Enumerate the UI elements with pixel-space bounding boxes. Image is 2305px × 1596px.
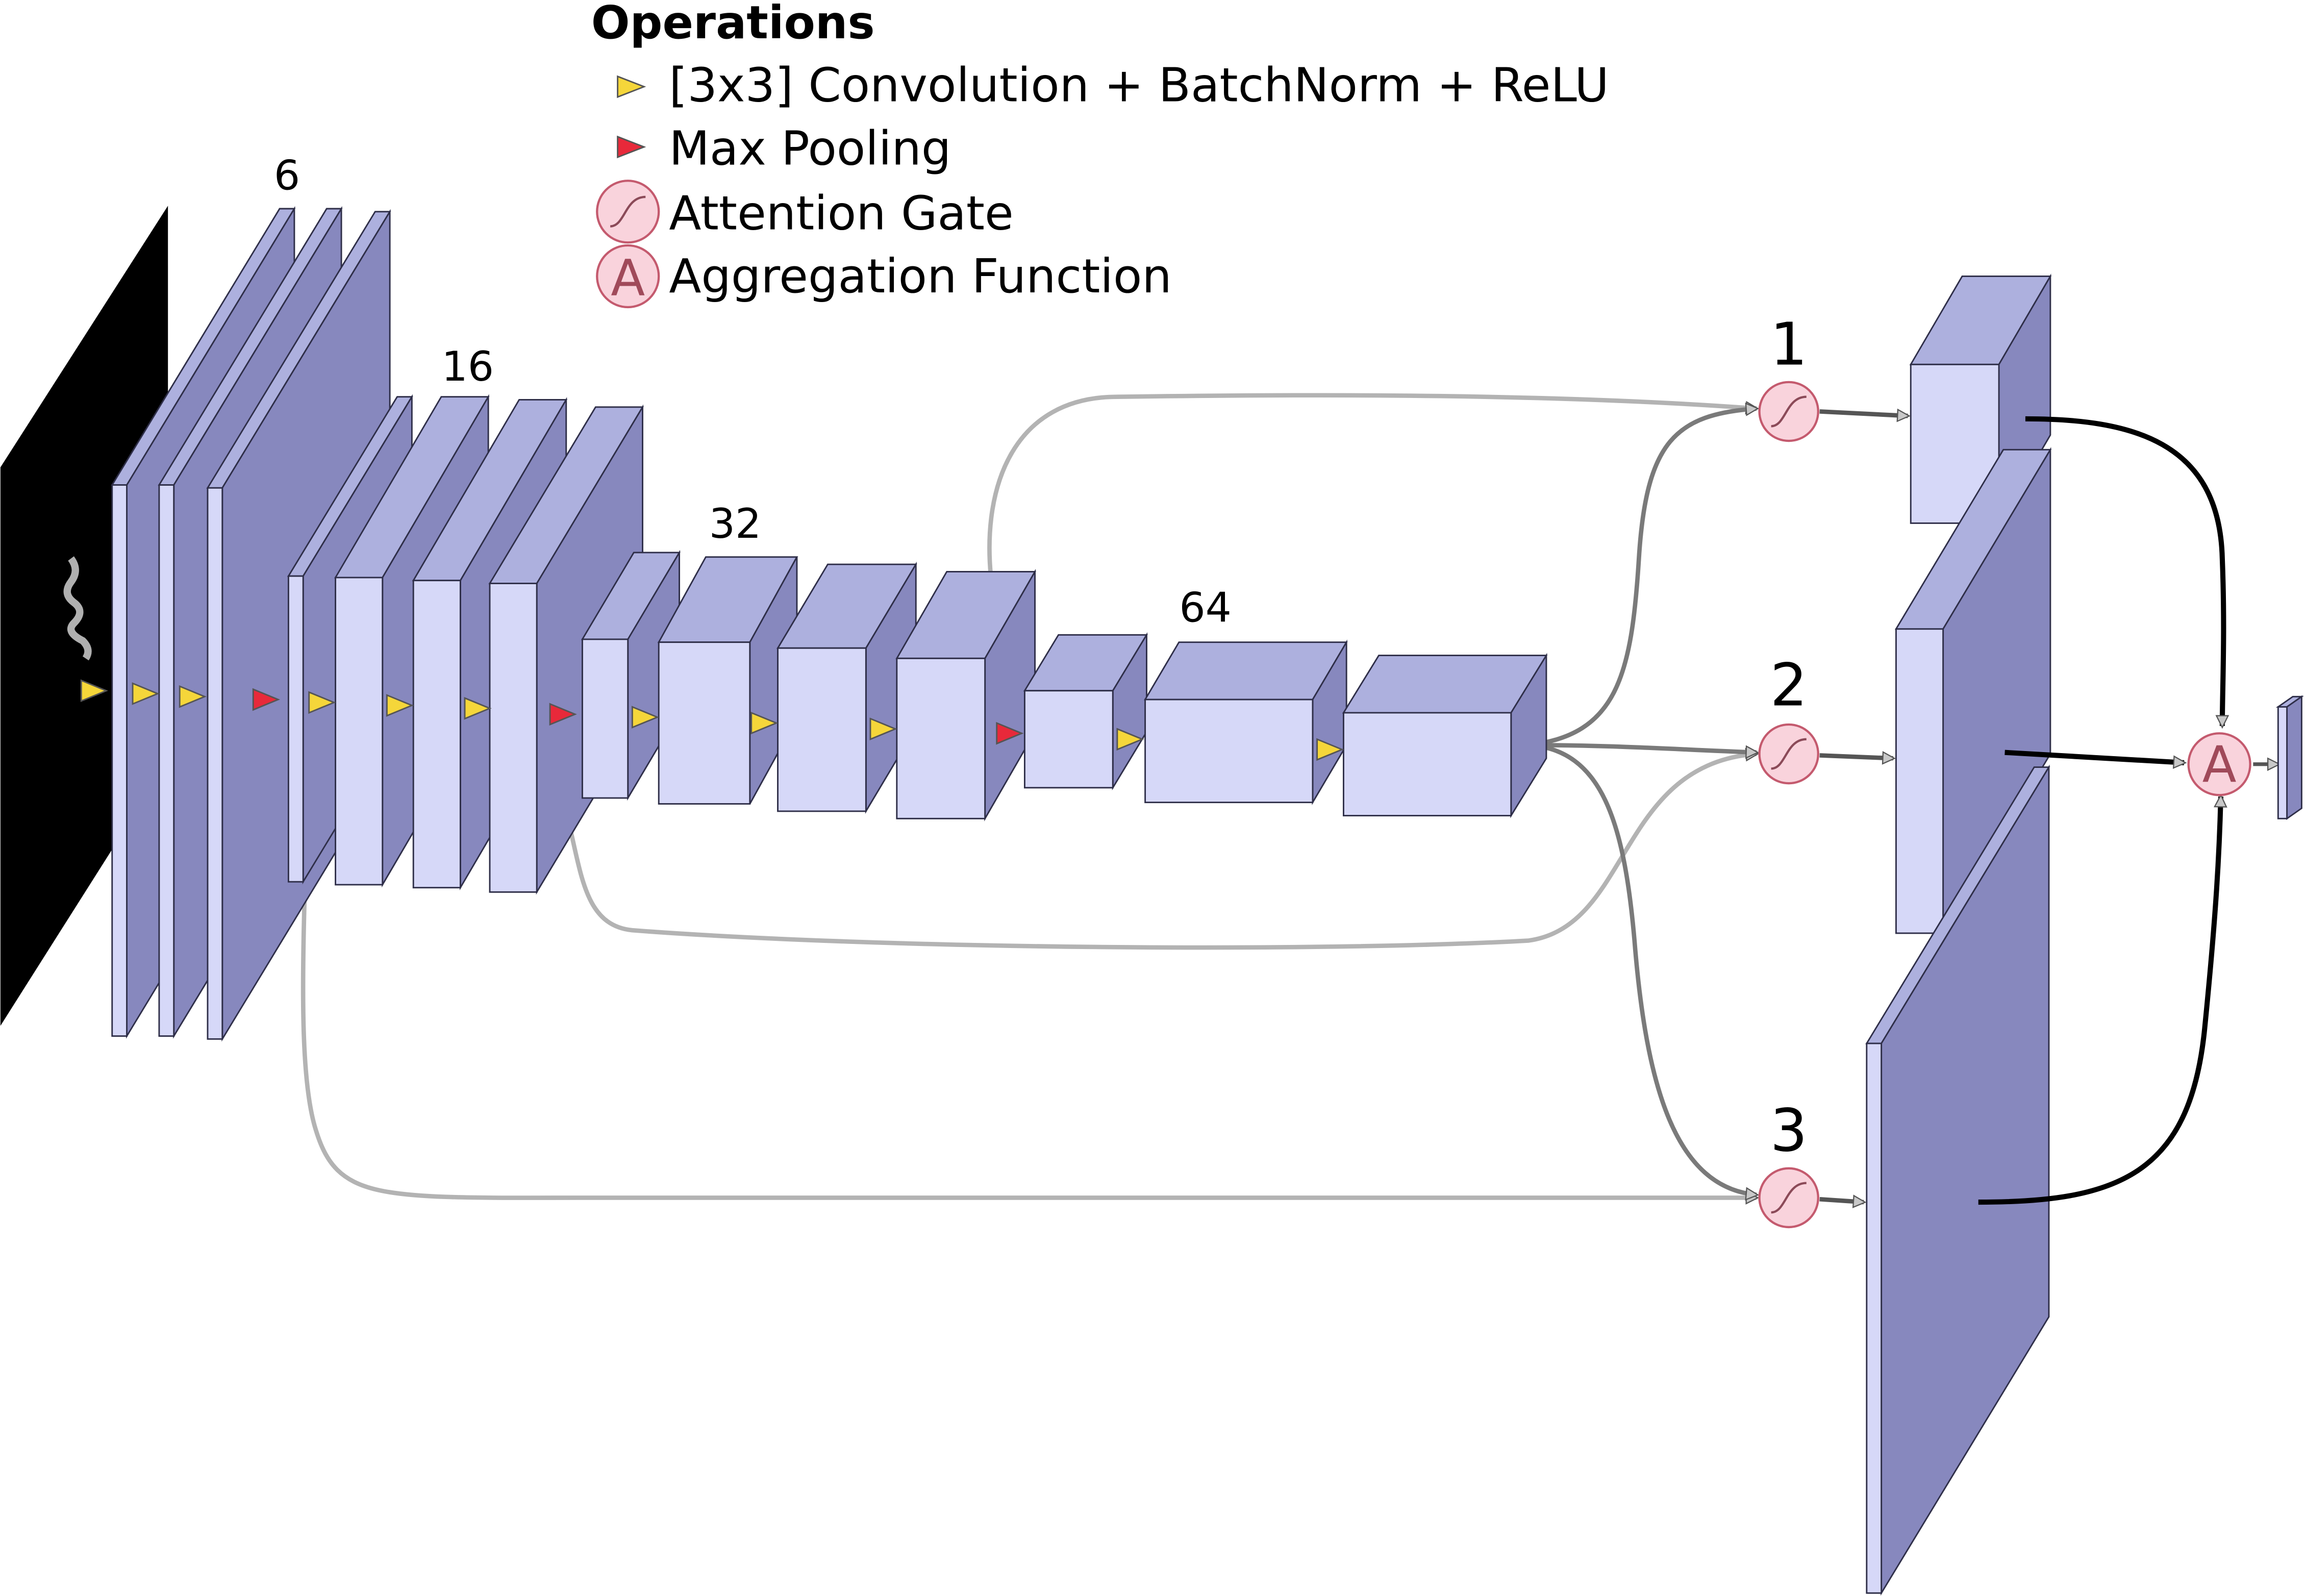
encoder-block-16-pool-front-face bbox=[288, 576, 303, 882]
encoder-block-6-b-front-face bbox=[159, 485, 174, 1036]
attention-gate-1 bbox=[1760, 382, 1818, 441]
bottleneck-block-64-pool-front-face bbox=[1024, 691, 1113, 788]
encoder-block-16-a-front-face bbox=[336, 578, 383, 885]
bottleneck-block-64-a-front-face bbox=[1145, 700, 1313, 803]
decoder-block-gate-2-front-face bbox=[1896, 629, 1943, 933]
bottleneck-block-64-a-top-face bbox=[1145, 642, 1347, 700]
aggregation-icon-glyph: A bbox=[611, 250, 645, 308]
encoder-block-32-c bbox=[897, 571, 1035, 818]
gating-signal-to-gate-1 bbox=[1529, 409, 1756, 745]
encoder-block-32-pool-front-face bbox=[582, 639, 628, 798]
attention-gate-3 bbox=[1760, 1168, 1818, 1227]
channel-label-16: 16 bbox=[441, 343, 494, 391]
attention-gate-icon bbox=[597, 181, 659, 242]
encoder-block-16-c-front-face bbox=[490, 583, 537, 892]
output-block bbox=[2278, 696, 2301, 818]
bottleneck-block-64-a bbox=[1145, 642, 1347, 803]
gate-label-3: 3 bbox=[1770, 1096, 1808, 1165]
legend-title: Operations bbox=[591, 0, 875, 49]
attention-gate-2 bbox=[1760, 725, 1818, 783]
decoder-block-gate-3-front-face bbox=[1867, 1043, 1882, 1593]
encoder-block-6-c-front-face bbox=[208, 488, 222, 1039]
gate-label-2: 2 bbox=[1770, 652, 1808, 720]
legend-item-max-pooling: Max Pooling bbox=[669, 121, 951, 176]
channel-label-64: 64 bbox=[1179, 584, 1232, 632]
channel-label-32: 32 bbox=[709, 500, 762, 548]
encoder-block-32-c-front-face bbox=[897, 658, 985, 818]
bottleneck-block-64-b bbox=[1343, 656, 1546, 816]
legend-item-aggregation-function: Aggregation Function bbox=[669, 248, 1171, 304]
legend-item-attention-gate: Attention Gate bbox=[669, 185, 1013, 240]
encoder-block-32-b-front-face bbox=[778, 648, 866, 811]
encoder-block-6-a-front-face bbox=[112, 485, 127, 1036]
legend: Operations [3x3] Convolution + BatchNorm… bbox=[591, 0, 1609, 308]
channel-label-6: 6 bbox=[274, 152, 300, 200]
bottleneck-block-64-b-front-face bbox=[1343, 713, 1511, 816]
encoder-block-32-a-front-face bbox=[659, 642, 750, 804]
aggregation-glyph: A bbox=[2202, 736, 2237, 794]
aggregation-node: A bbox=[2189, 733, 2250, 795]
skip-connection-to-gate-3 bbox=[303, 896, 1757, 1198]
aggregation-icon: A bbox=[597, 245, 659, 308]
legend-item-convolution: [3x3] Convolution + BatchNorm + ReLU bbox=[669, 58, 1609, 113]
encoder-block-32-b bbox=[778, 564, 916, 811]
gating-signal-to-gate-3 bbox=[1529, 745, 1756, 1194]
gate-label-1: 1 bbox=[1770, 310, 1808, 379]
conv-triangle-icon bbox=[618, 77, 644, 97]
bottleneck-block-64-pool bbox=[1024, 635, 1146, 788]
encoder-block-16-b-front-face bbox=[413, 581, 460, 888]
maxpool-triangle-icon bbox=[618, 137, 644, 157]
